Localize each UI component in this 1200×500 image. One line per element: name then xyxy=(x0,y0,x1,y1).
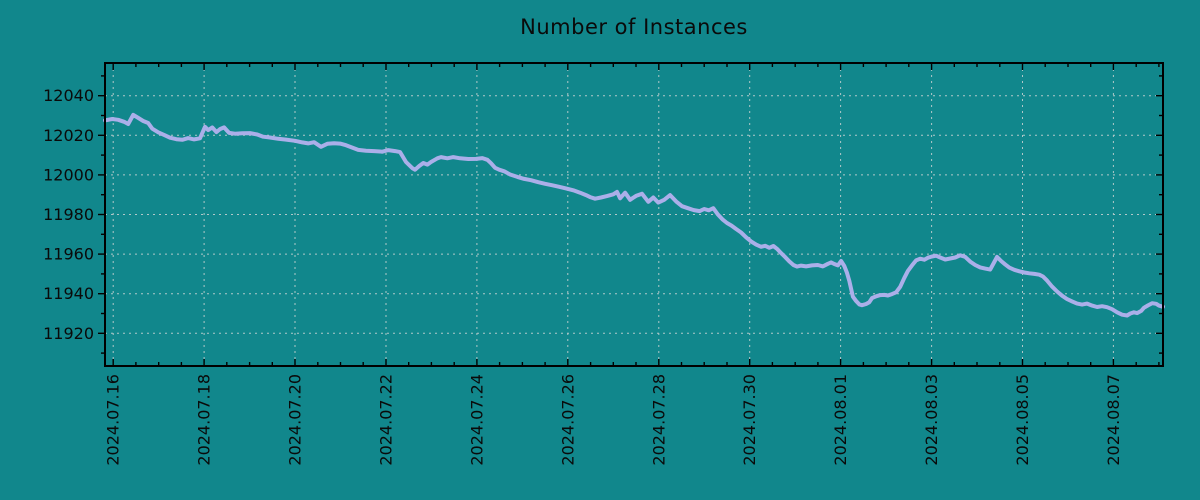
chart-title: Number of Instances xyxy=(520,15,748,39)
x-tick-label: 2024.08.01 xyxy=(831,374,850,466)
y-tick-labels: 11920 11940 11960 11980 12000 12020 12040 xyxy=(43,86,94,343)
x-tick-label: 2024.07.22 xyxy=(377,374,396,466)
x-tick-labels: 2024.07.16 2024.07.18 2024.07.20 2024.07.22… xyxy=(104,374,1123,466)
x-tick-label: 2024.07.26 xyxy=(558,374,577,466)
y-tick-label: 12040 xyxy=(43,86,94,105)
x-tick-label: 2024.07.30 xyxy=(740,374,759,466)
x-tick-label: 2024.07.16 xyxy=(104,374,123,466)
x-tick-label: 2024.07.20 xyxy=(286,374,305,466)
y-tick-label: 12000 xyxy=(43,165,94,184)
x-tick-label: 2024.07.28 xyxy=(649,374,668,466)
y-tick-label: 11920 xyxy=(43,324,94,343)
x-tick-label: 2024.08.03 xyxy=(922,374,941,466)
y-tick-label: 11960 xyxy=(43,245,94,264)
plot-border xyxy=(104,62,1164,367)
x-tick-label: 2024.08.05 xyxy=(1013,374,1032,466)
x-tick-label: 2024.08.07 xyxy=(1104,374,1123,466)
axis-ticks xyxy=(98,63,1163,366)
y-tick-label: 11980 xyxy=(43,205,94,224)
y-tick-label: 12020 xyxy=(43,126,94,145)
data-series-line xyxy=(103,112,1165,318)
x-tick-label: 2024.07.24 xyxy=(467,374,486,466)
gridlines xyxy=(105,63,1163,366)
x-tick-label: 2024.07.18 xyxy=(195,374,214,466)
y-tick-label: 11940 xyxy=(43,284,94,303)
